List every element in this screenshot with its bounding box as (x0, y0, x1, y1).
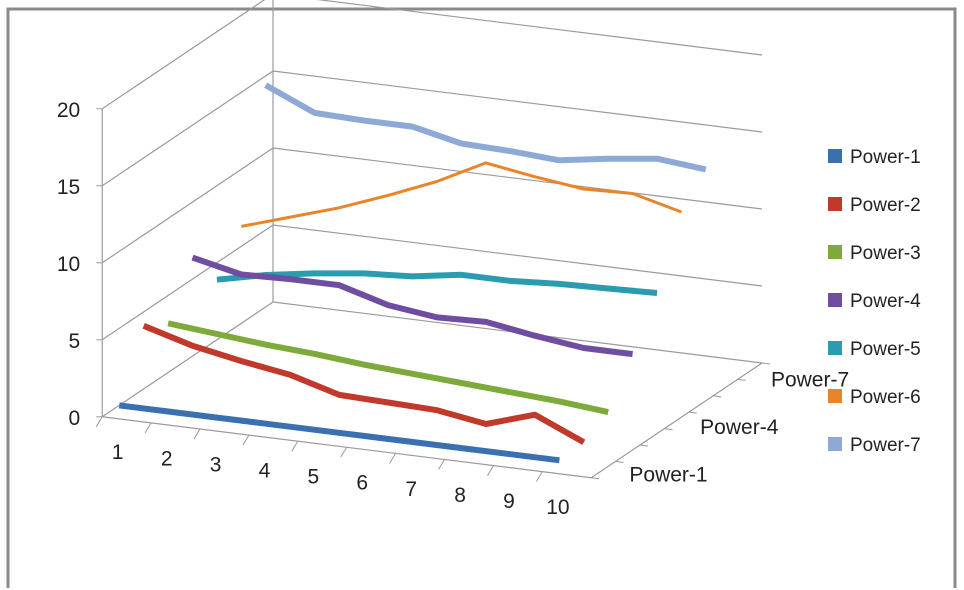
y-tick-label: 10 (57, 253, 80, 276)
gridline (101, 0, 763, 110)
x-tick-label: 7 (405, 478, 417, 501)
x-tick-mark (95, 416, 103, 428)
legend-swatch (828, 149, 842, 163)
x-tick-mark (340, 447, 348, 458)
legend-label: Power-4 (850, 291, 921, 312)
legend-swatch (828, 293, 842, 307)
x-tick-mark (144, 422, 152, 434)
x-tick-label: 4 (259, 460, 271, 483)
depth-tick-mark (615, 460, 624, 463)
legend-swatch (828, 341, 842, 355)
series-line-power-1 (118, 402, 560, 464)
series-line-power-5 (216, 270, 658, 296)
y-tick-label: 5 (69, 330, 81, 353)
depth-tick-label: Power-1 (629, 464, 707, 487)
x-tick-mark (389, 453, 397, 464)
legend-label: Power-7 (850, 435, 921, 456)
depth-tick-mark (688, 411, 697, 414)
legend-swatch (828, 197, 842, 211)
legend-label: Power-6 (850, 387, 921, 408)
legend-label: Power-5 (850, 339, 921, 360)
depth-tick-mark (664, 428, 673, 431)
series-line-power-2 (142, 323, 586, 445)
depth-tick-mark (761, 362, 771, 365)
x-tick-label: 8 (454, 484, 466, 507)
depth-tick-mark (737, 378, 746, 381)
x-tick-mark (535, 471, 543, 482)
legend-swatch (828, 389, 842, 403)
x-tick-mark (438, 459, 445, 470)
x-tick-mark (193, 428, 201, 440)
chart-border (6, 7, 957, 588)
depth-tick-mark (591, 477, 600, 480)
x-tick-mark (291, 440, 299, 452)
legend-label: Power-3 (850, 243, 921, 264)
depth-tick-label: Power-4 (700, 416, 779, 439)
depth-axis-line (590, 362, 763, 479)
series-line-power-4 (191, 254, 633, 358)
series-line-power-6 (241, 161, 682, 228)
y-tick-label: 0 (69, 407, 81, 430)
y-tick-label: 15 (57, 176, 80, 199)
gridline (101, 224, 763, 341)
legend-swatch (828, 437, 842, 451)
x-tick-label: 2 (161, 447, 173, 470)
depth-tick-mark (639, 444, 649, 447)
x-tick-mark (486, 465, 494, 476)
legend-label: Power-1 (850, 147, 921, 168)
x-tick-label: 5 (308, 466, 320, 489)
x-tick-label: 1 (112, 441, 124, 464)
legend-label: Power-2 (850, 195, 921, 216)
x-tick-label: 3 (210, 453, 222, 476)
gridline (101, 70, 763, 187)
x-tick-mark (242, 434, 250, 446)
x-tick-label: 6 (356, 472, 368, 495)
depth-tick-label: Power-7 (771, 368, 849, 391)
x-tick-label: 9 (503, 490, 515, 513)
x-tick-label: 10 (546, 496, 569, 519)
series-line-power-7 (264, 82, 707, 173)
depth-tick-mark (713, 395, 722, 398)
y-tick-label: 20 (57, 99, 80, 122)
series-line-power-3 (167, 320, 609, 416)
legend-swatch (828, 245, 842, 259)
